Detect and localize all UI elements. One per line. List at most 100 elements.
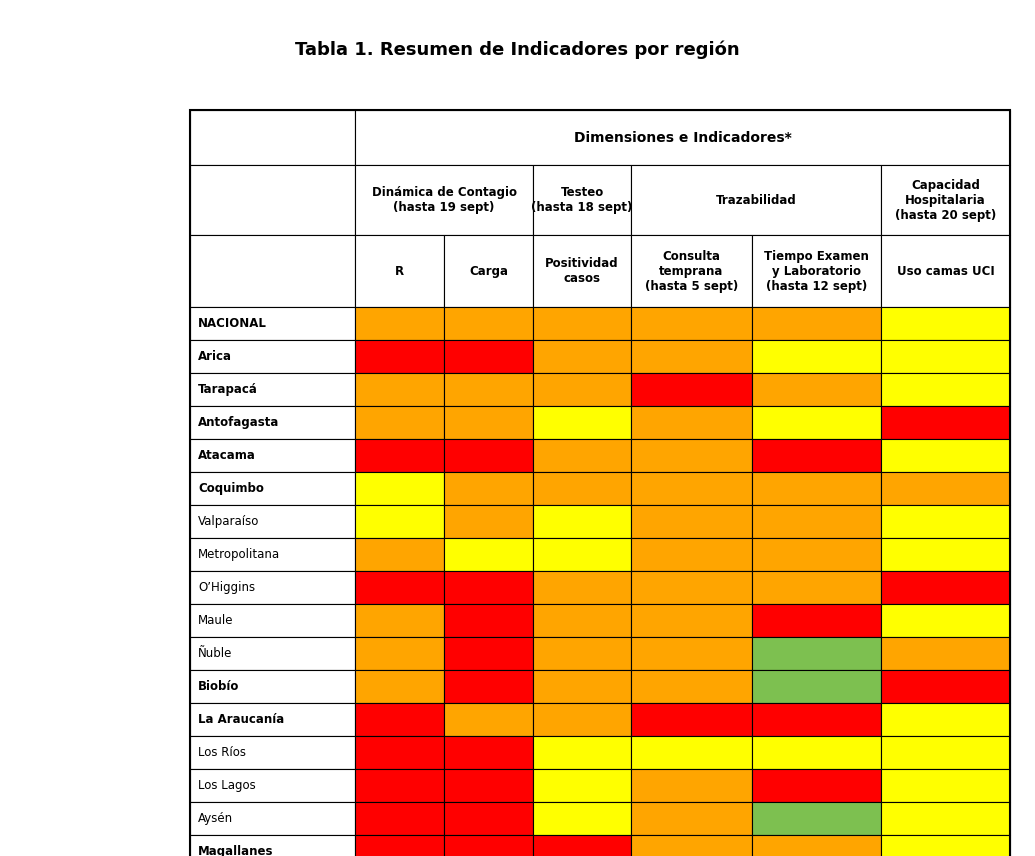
Text: Consulta
temprana
(hasta 5 sept): Consulta temprana (hasta 5 sept) [645, 249, 738, 293]
Bar [881, 736, 1010, 769]
Bar [881, 505, 1010, 538]
Bar [631, 637, 751, 670]
Bar [751, 769, 881, 802]
Bar [751, 439, 881, 472]
Bar [355, 340, 444, 373]
Bar [355, 604, 444, 637]
Bar [881, 439, 1010, 472]
Bar [190, 110, 1010, 856]
Bar [751, 736, 881, 769]
Bar [533, 802, 631, 835]
Bar [190, 604, 355, 637]
Bar [533, 736, 631, 769]
Bar [533, 538, 631, 571]
Text: Capacidad
Hospitalaria
(hasta 20 sept): Capacidad Hospitalaria (hasta 20 sept) [894, 179, 996, 222]
Bar [355, 307, 444, 340]
Bar [881, 769, 1010, 802]
Bar [881, 571, 1010, 604]
Bar [631, 736, 751, 769]
Bar [881, 703, 1010, 736]
Bar [881, 165, 1010, 235]
Bar [631, 505, 751, 538]
Bar [190, 538, 355, 571]
Bar [533, 571, 631, 604]
Bar [881, 373, 1010, 406]
Bar [631, 571, 751, 604]
Bar [631, 472, 751, 505]
Bar [355, 235, 444, 307]
Bar [533, 373, 631, 406]
Bar [444, 538, 533, 571]
Bar [190, 505, 355, 538]
Bar [444, 703, 533, 736]
Bar [631, 769, 751, 802]
Bar [751, 307, 881, 340]
Bar [444, 472, 533, 505]
Text: Metropolitana: Metropolitana [198, 548, 280, 561]
Bar [444, 736, 533, 769]
Text: Positividad
casos: Positividad casos [545, 257, 619, 285]
Bar [444, 373, 533, 406]
Bar [355, 538, 444, 571]
Bar [190, 439, 355, 472]
Bar [533, 307, 631, 340]
Bar [533, 637, 631, 670]
Bar [533, 670, 631, 703]
Bar [631, 703, 751, 736]
Bar [190, 235, 355, 307]
Bar [355, 165, 533, 235]
Text: Aysén: Aysén [198, 812, 233, 825]
Bar [444, 769, 533, 802]
Bar [533, 340, 631, 373]
Bar [631, 406, 751, 439]
Bar [751, 538, 881, 571]
Bar [355, 406, 444, 439]
Bar [881, 637, 1010, 670]
Bar [631, 439, 751, 472]
Text: Biobío: Biobío [198, 680, 239, 693]
Bar [355, 703, 444, 736]
Bar [355, 637, 444, 670]
Bar [631, 340, 751, 373]
Bar [751, 637, 881, 670]
Bar [881, 235, 1010, 307]
Bar [355, 670, 444, 703]
Bar [631, 373, 751, 406]
Bar [751, 835, 881, 856]
Bar [355, 736, 444, 769]
Bar [355, 110, 1010, 165]
Bar [190, 835, 355, 856]
Bar [444, 670, 533, 703]
Bar [533, 472, 631, 505]
Bar [751, 340, 881, 373]
Bar [355, 472, 444, 505]
Bar [190, 637, 355, 670]
Bar [355, 505, 444, 538]
Bar [751, 703, 881, 736]
Bar [444, 340, 533, 373]
Bar [881, 472, 1010, 505]
Bar [881, 802, 1010, 835]
Bar [190, 110, 355, 165]
Bar [881, 406, 1010, 439]
Text: O’Higgins: O’Higgins [198, 581, 255, 594]
Text: Ñuble: Ñuble [198, 647, 233, 660]
Bar [631, 604, 751, 637]
Bar [751, 802, 881, 835]
Bar [881, 835, 1010, 856]
Bar [444, 505, 533, 538]
Bar [751, 505, 881, 538]
Bar [881, 670, 1010, 703]
Bar [355, 373, 444, 406]
Text: Uso camas UCI: Uso camas UCI [896, 265, 995, 277]
Bar [751, 571, 881, 604]
Bar [881, 340, 1010, 373]
Bar [631, 835, 751, 856]
Bar [444, 802, 533, 835]
Text: Tabla 1. Resumen de Indicadores por región: Tabla 1. Resumen de Indicadores por regi… [295, 41, 740, 59]
Text: Tiempo Examen
y Laboratorio
(hasta 12 sept): Tiempo Examen y Laboratorio (hasta 12 se… [764, 249, 868, 293]
Bar [444, 235, 533, 307]
Bar [444, 439, 533, 472]
Bar [355, 571, 444, 604]
Bar [631, 670, 751, 703]
